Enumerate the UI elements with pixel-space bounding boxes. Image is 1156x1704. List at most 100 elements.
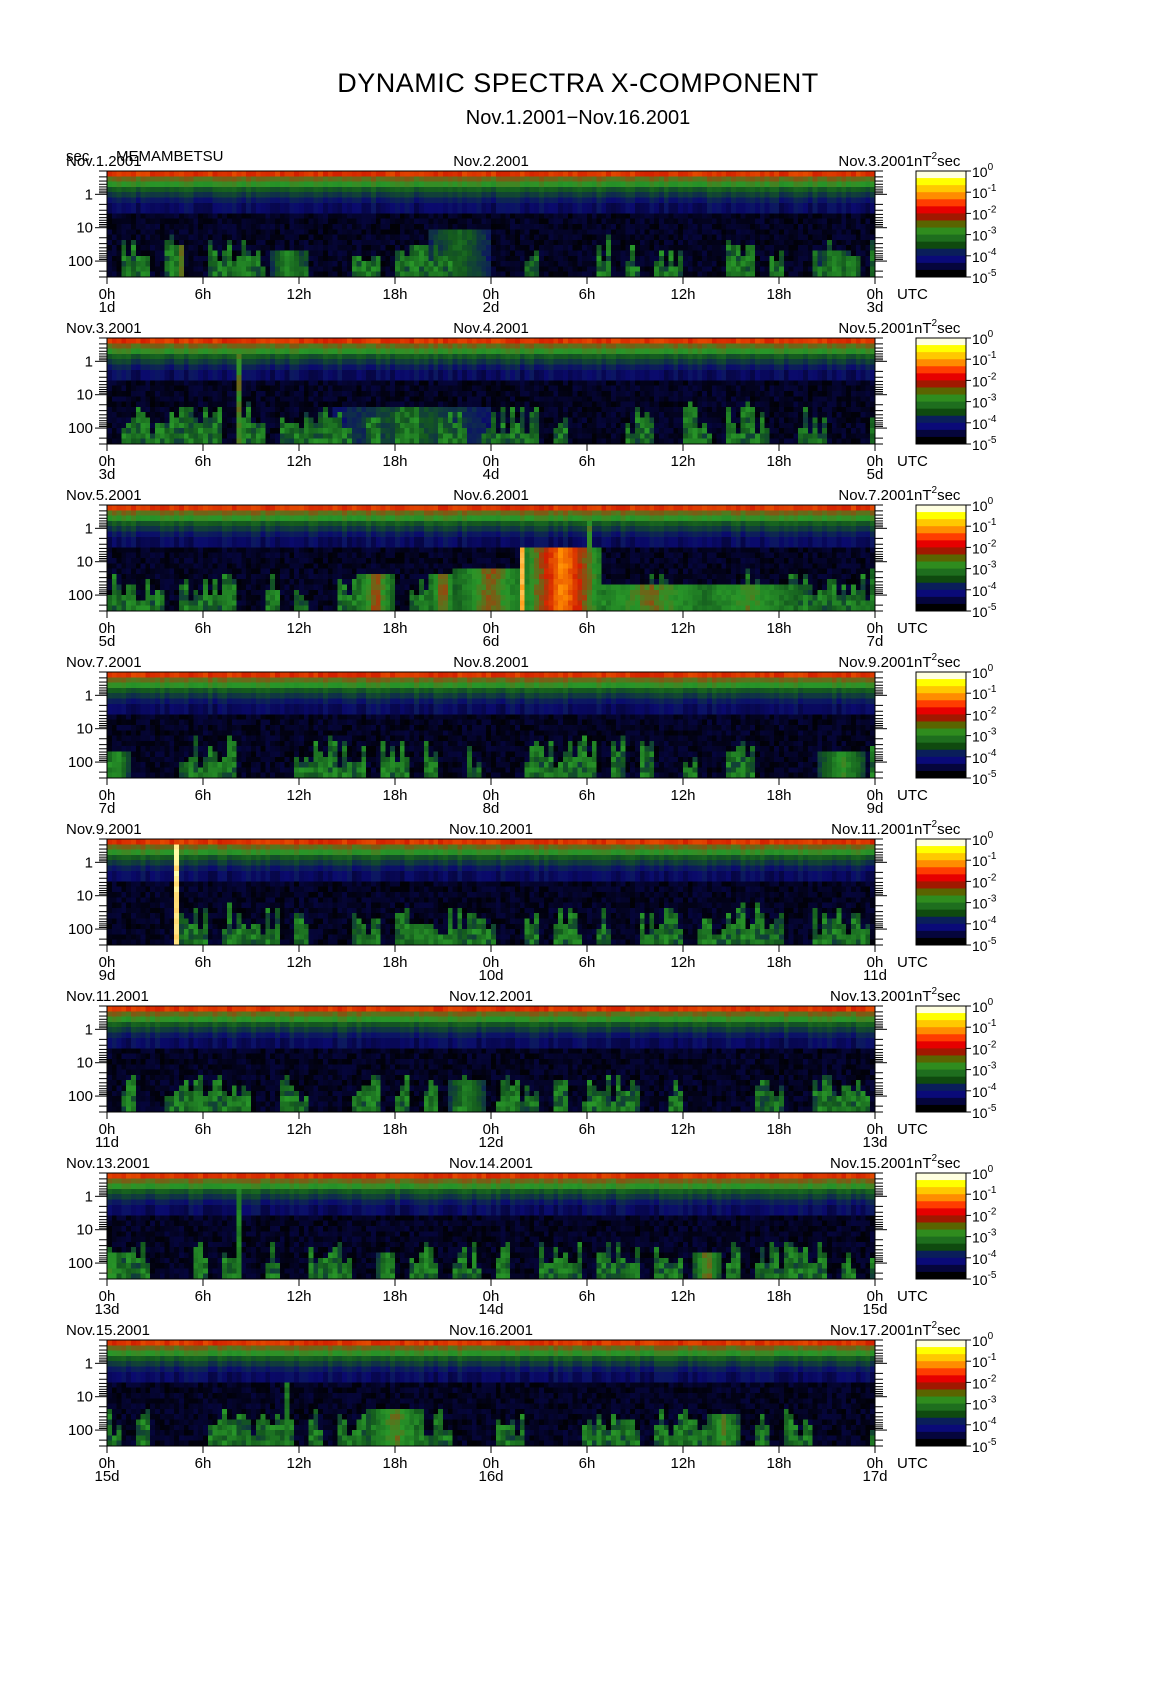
colorbar-tick-label: 10-1 <box>972 1185 997 1203</box>
colorbar-swatch <box>916 1340 966 1348</box>
colorbar-swatch <box>916 554 966 563</box>
colorbar-swatch <box>916 686 966 694</box>
colorbar-swatch <box>916 422 966 431</box>
colorbar-swatch <box>916 916 966 925</box>
colorbar-tick-label: 10-2 <box>972 204 997 222</box>
colorbar-swatch <box>916 241 966 250</box>
colorbar-tick-label: 10-1 <box>972 183 997 201</box>
colorbar-swatch <box>916 352 966 360</box>
spectrogram-cells <box>107 839 876 946</box>
colorbar-swatch <box>916 227 966 236</box>
colorbar-tick-label: 10-5 <box>972 1103 997 1121</box>
x-tick-label: 18h <box>382 620 407 637</box>
y-ticks <box>95 1172 887 1280</box>
colorbar-tick-label: 100 <box>972 496 994 514</box>
colorbar-tick-label: 10-2 <box>972 872 997 890</box>
x-tick-label: 0h <box>99 1455 116 1472</box>
colorbar-swatch <box>916 902 966 911</box>
colorbar-swatch <box>916 568 966 577</box>
x-tick-label: 12h <box>286 1455 311 1472</box>
x-tick-label: 12h <box>670 620 695 637</box>
colorbar-swatch <box>916 1048 966 1056</box>
x-tick-label: 0h <box>483 1455 500 1472</box>
x-tick-label: 18h <box>766 787 791 804</box>
x-tick-label: 0h <box>483 286 500 303</box>
x-tick-label: 12h <box>286 787 311 804</box>
colorbar-swatch <box>916 742 966 751</box>
x-tick-label: 0h <box>99 453 116 470</box>
colorbar-swatch <box>916 380 966 388</box>
x-tick-label: 6h <box>579 453 596 470</box>
colorbar-swatch <box>916 1264 966 1273</box>
y-ticks <box>95 671 887 779</box>
x-tick-label: 0h <box>867 1288 884 1305</box>
colorbar-tick-label: 10-5 <box>972 1270 997 1288</box>
colorbar-tick-label: 10-4 <box>972 1082 997 1100</box>
x-ticks <box>106 945 876 952</box>
chart-subtitle: Nov.1.2001−Nov.16.2001 <box>0 107 1156 130</box>
y-ticks <box>95 1005 887 1113</box>
x-ticks <box>106 444 876 451</box>
colorbar-tick-label: 10-4 <box>972 1416 997 1434</box>
x-tick-label: 12h <box>670 787 695 804</box>
x-ticks <box>106 1279 876 1286</box>
day-label: 3d <box>867 299 884 316</box>
x-tick-label: 18h <box>382 1121 407 1138</box>
colorbar-tick-label: 10-2 <box>972 705 997 723</box>
x-tick-label: 0h <box>867 1455 884 1472</box>
colorbar: nT2sec 100 10-1 10-2 10-3 10-4 10-5 <box>914 1320 997 1455</box>
colorbar-tick-label: 10-4 <box>972 1249 997 1267</box>
colorbar-tick-label: 10-3 <box>972 1061 997 1079</box>
colorbar-swatch <box>916 923 966 932</box>
panel-2: Nov.3.2001 Nov.4.2001 Nov.5.2001 1 10 100 0h 6h… <box>66 318 997 483</box>
colorbar-swatch <box>916 1076 966 1085</box>
x-ticks <box>106 277 876 284</box>
colorbar-tick-label: 100 <box>972 997 994 1015</box>
colorbar-swatch <box>916 1410 966 1419</box>
day-label: 9d <box>99 967 116 984</box>
panel-8: Nov.15.2001 Nov.16.2001 Nov.17.2001 1 10 100 0… <box>66 1320 997 1485</box>
colorbar-swatch <box>916 1194 966 1202</box>
x-tick-label: 6h <box>195 954 212 971</box>
colorbar-frame <box>915 838 967 946</box>
x-tick-label: 18h <box>382 787 407 804</box>
x-tick-label: 18h <box>766 954 791 971</box>
x-tick-label: 0h <box>99 1288 116 1305</box>
y-tick-label: 100 <box>68 754 93 771</box>
y-ticks <box>95 504 887 612</box>
colorbar-swatch <box>916 1257 966 1266</box>
colorbar-swatch <box>916 213 966 221</box>
x-tick-label: 0h <box>483 453 500 470</box>
colorbar-frame <box>915 337 967 445</box>
colorbar-label: nT2sec <box>914 652 961 671</box>
panel-5: Nov.9.2001 Nov.10.2001 Nov.11.2001 1 10 100 0h… <box>66 819 997 984</box>
x-ticks <box>106 1446 876 1453</box>
colorbar-swatch <box>916 1250 966 1259</box>
colorbar-swatch <box>916 1180 966 1188</box>
panel-left-date: Nov.3.2001 <box>66 320 142 337</box>
colorbar-swatch <box>916 359 966 367</box>
x-tick-label: 12h <box>670 286 695 303</box>
colorbar-swatch <box>916 735 966 744</box>
y-tick-label: 100 <box>68 921 93 938</box>
colorbar-tick-label: 10-3 <box>972 727 997 745</box>
day-label: 12d <box>478 1134 503 1151</box>
colorbar-swatch <box>916 707 966 715</box>
colorbar-swatch <box>916 248 966 257</box>
x-tick-label: 0h <box>483 1121 500 1138</box>
colorbar-swatch <box>916 937 966 946</box>
x-tick-label: 18h <box>382 1288 407 1305</box>
station-name: MEMAMBETSU <box>116 148 224 165</box>
y-ticks <box>95 838 887 946</box>
colorbar-swatch <box>916 262 966 271</box>
x-unit-label: UTC <box>897 1288 928 1305</box>
x-tick-label: 6h <box>195 787 212 804</box>
colorbar-frame <box>915 671 967 779</box>
spectrogram-cells <box>107 505 876 612</box>
colorbar-swatch <box>916 846 966 854</box>
panel-center-date: Nov.4.2001 <box>453 320 529 337</box>
colorbar-swatch <box>916 860 966 868</box>
x-tick-label: 12h <box>286 286 311 303</box>
x-unit-label: UTC <box>897 954 928 971</box>
colorbar-swatch <box>916 415 966 424</box>
